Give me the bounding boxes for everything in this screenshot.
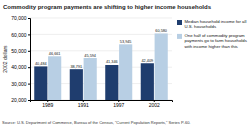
legend-swatch <box>177 20 182 25</box>
tick: 1989 <box>42 100 53 108</box>
tick-mark <box>28 100 30 101</box>
tick: 30,000 <box>11 81 30 87</box>
bar <box>141 63 154 100</box>
bar <box>119 44 132 100</box>
tick: 40,000 <box>11 64 30 70</box>
tick-label: 70,000 <box>11 15 27 21</box>
tick-label: 1991 <box>78 102 89 108</box>
data-label: 45,594 <box>84 54 96 58</box>
data-label: 38,791 <box>71 65 83 69</box>
data-label: 41,346 <box>106 60 118 64</box>
chart: Commodity program payments are shifting … <box>0 0 250 127</box>
tick-label: 1989 <box>42 102 53 108</box>
title: Commodity program payments are shifting … <box>3 4 212 10</box>
legend-line: with income higher than this <box>185 44 238 49</box>
grid <box>30 18 172 100</box>
tick: 2002 <box>149 100 160 108</box>
x-axis: 1989 1991 1997 2002 <box>31 100 173 108</box>
data-labels: 40,484 38,791 41,346 42,409 46,661 45,594 53,9… <box>35 29 167 69</box>
bar <box>70 69 83 100</box>
tick: 60,000 <box>11 32 30 38</box>
tick-mark <box>28 51 30 52</box>
tick-label: 2002 <box>149 102 160 108</box>
source: Source: U.S. Department of Commerce, Bur… <box>2 120 190 125</box>
tick-mark <box>28 18 30 19</box>
data-label: 60,580 <box>155 29 167 33</box>
bar <box>84 58 97 100</box>
tick-label: 30,000 <box>11 81 27 87</box>
tick-label: 50,000 <box>11 48 27 54</box>
tick: 20,000 <box>11 97 30 103</box>
bar <box>155 33 168 100</box>
legend-label: Median household income for all U.S. hou… <box>185 19 248 29</box>
tick: 50,000 <box>11 48 30 54</box>
tick-mark <box>28 84 30 85</box>
tick-label: 1997 <box>113 102 124 108</box>
bar <box>48 56 61 100</box>
legend-label: One half of commodity program payments g… <box>185 33 249 48</box>
tick-mark <box>28 67 30 68</box>
tick: 1991 <box>78 100 89 108</box>
tick: 70,000 <box>11 15 30 21</box>
bars <box>34 33 168 100</box>
data-label: 46,661 <box>49 52 61 56</box>
data-label: 40,484 <box>35 62 47 66</box>
y-label: 2002 dollars <box>2 45 8 73</box>
y-axis: 20,000 30,000 40,000 50,000 60,000 70,000 <box>11 15 30 103</box>
legend: Median household income for all U.S. hou… <box>177 19 248 48</box>
data-label: 42,409 <box>142 59 154 63</box>
bar <box>105 65 118 100</box>
axis-line <box>28 19 31 101</box>
tick-label: 40,000 <box>11 64 27 70</box>
data-label: 53,945 <box>120 40 132 44</box>
tick-label: 20,000 <box>11 97 27 103</box>
grid-line <box>30 34 172 35</box>
tick: 1997 <box>113 100 124 108</box>
tick-label: 60,000 <box>11 32 27 38</box>
legend-line: U.S. households <box>185 24 217 29</box>
tick-mark <box>28 34 30 35</box>
grid-line <box>30 18 172 19</box>
bar <box>34 66 47 100</box>
legend-swatch <box>177 34 182 39</box>
bar-series <box>48 33 168 100</box>
